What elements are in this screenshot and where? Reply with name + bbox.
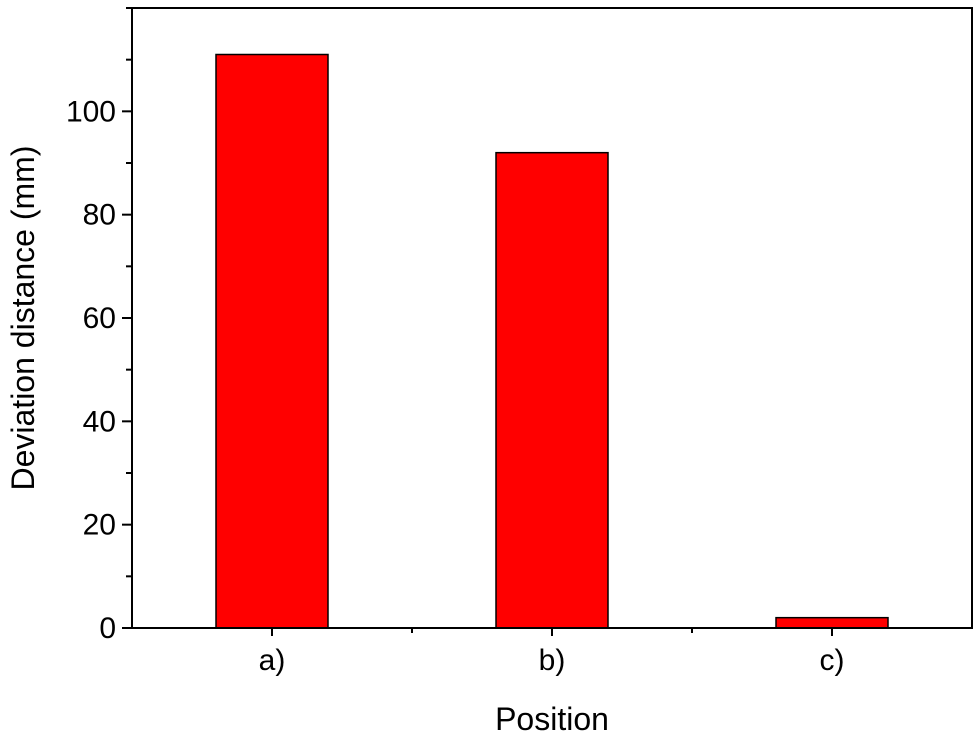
x-axis-ticks: a) b) c) <box>259 628 845 677</box>
x-tick-label: a) <box>259 644 286 677</box>
y-tick-label: 20 <box>83 509 116 542</box>
bar-2 <box>775 616 889 629</box>
bar-1 <box>495 151 609 629</box>
x-tick-label: c) <box>820 644 845 677</box>
y-tick-label: 100 <box>66 95 116 128</box>
y-tick-label: 60 <box>83 302 116 335</box>
plot-frame <box>131 7 973 629</box>
bars-layer <box>215 53 889 629</box>
bar-0 <box>215 53 329 629</box>
y-tick-label: 0 <box>99 612 116 645</box>
y-axis-label: Deviation distance (mm) <box>5 146 41 491</box>
y-axis-ticks: 0 20 40 60 80 100 <box>66 7 132 645</box>
x-tick-label: b) <box>539 644 566 677</box>
y-tick-label: 80 <box>83 199 116 232</box>
x-axis-label: Position <box>495 701 609 737</box>
y-tick-label: 40 <box>83 405 116 438</box>
